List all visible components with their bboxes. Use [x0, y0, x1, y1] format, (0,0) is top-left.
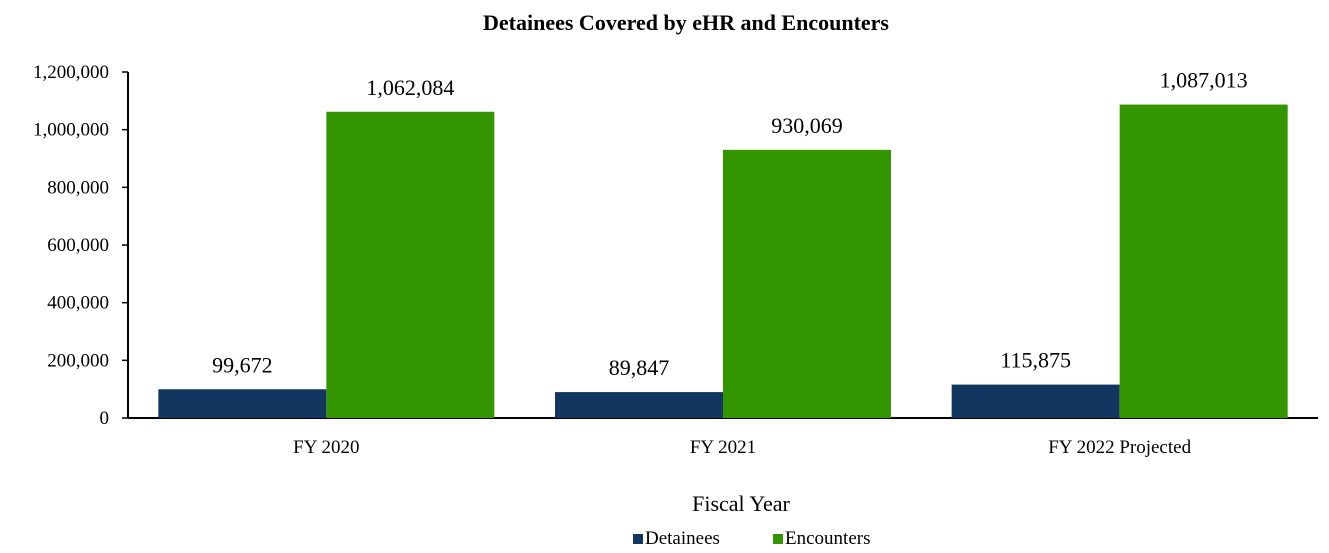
y-tick-label: 1,200,000 — [33, 62, 109, 83]
bars — [158, 104, 1288, 419]
data-label-detainees-3: 115,875 — [1000, 348, 1071, 373]
y-tick-label: 0 — [100, 408, 110, 429]
bar-detainees-1 — [158, 389, 327, 418]
chart-title: Detainees Covered by eHR and Encounters — [483, 10, 889, 35]
y-tick-label: 600,000 — [47, 235, 109, 256]
bar-encounters-2 — [723, 149, 891, 418]
x-axis-label: Fiscal Year — [692, 491, 790, 516]
category-label: FY 2020 — [293, 437, 359, 458]
legend-label-detainees: Detainees — [645, 528, 720, 549]
legend-label-encounters: Encounters — [785, 528, 870, 549]
bar-detainees-2 — [555, 392, 723, 418]
data-label-detainees-1: 99,672 — [212, 352, 273, 377]
category-label: FY 2021 — [690, 437, 756, 458]
data-label-detainees-2: 89,847 — [609, 355, 670, 380]
data-label-encounters-3: 1,087,013 — [1160, 68, 1248, 93]
y-tick-label: 800,000 — [47, 177, 109, 198]
bar-encounters-1 — [326, 111, 495, 418]
category-label: FY 2022 Projected — [1048, 437, 1191, 458]
y-tick-label: 200,000 — [47, 350, 109, 371]
data-labels: 99,672 1,062,084 89,847 930,069 115,875 1,087… — [212, 68, 1248, 381]
bar-encounters-3 — [1119, 104, 1288, 419]
legend-swatch-detainees — [633, 534, 643, 544]
bar-detainees-3 — [951, 384, 1120, 418]
data-label-encounters-1: 1,062,084 — [366, 75, 454, 100]
category-labels: FY 2020 FY 2021 FY 2022 Projected — [293, 437, 1191, 458]
y-tick-label: 1,000,000 — [33, 120, 109, 141]
legend: Detainees Encounters — [633, 528, 870, 549]
y-tick-label: 400,000 — [47, 293, 109, 314]
legend-swatch-encounters — [773, 534, 783, 544]
data-label-encounters-2: 930,069 — [771, 113, 843, 138]
